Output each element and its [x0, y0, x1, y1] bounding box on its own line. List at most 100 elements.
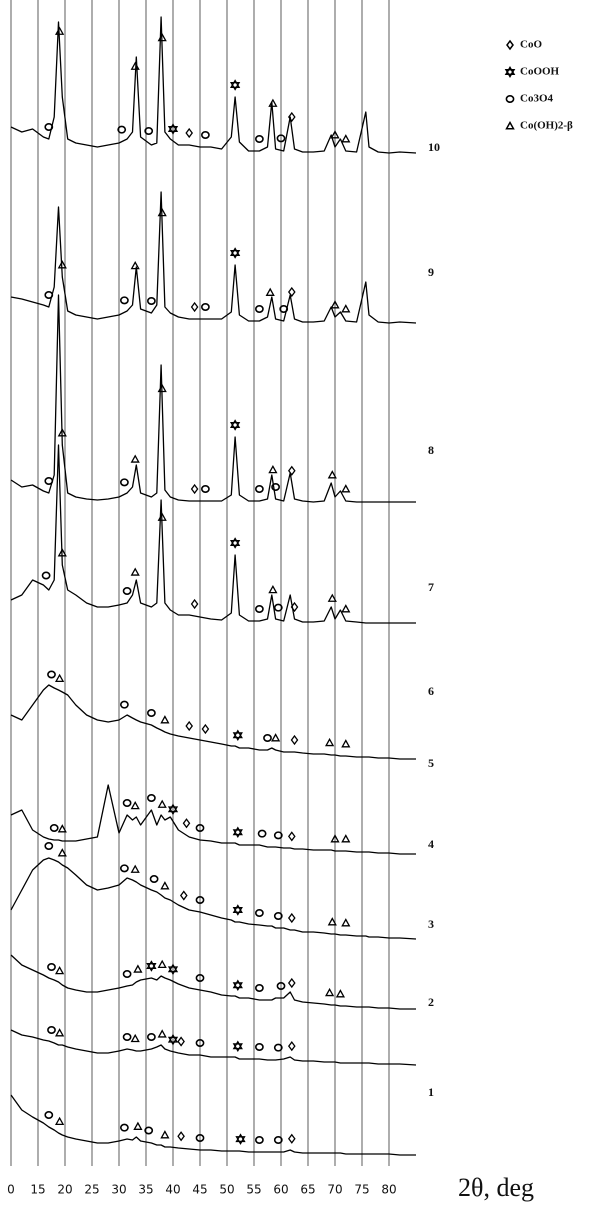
phase-marker [120, 478, 129, 487]
phase-marker [254, 604, 264, 613]
phase-marker [195, 895, 205, 904]
phase-marker [177, 1036, 185, 1047]
phase-marker [146, 960, 157, 972]
trace-label: 2 [428, 995, 434, 1009]
x-tick-label: 75 [354, 1183, 369, 1197]
x-tick-label: 50 [219, 1183, 234, 1197]
phase-marker [271, 482, 280, 491]
trace-label: 3 [428, 917, 434, 931]
phase-marker [232, 826, 243, 839]
x-tick-label: 70 [327, 1183, 342, 1197]
legend-label: Co(OH)2-β [520, 120, 573, 132]
phase-marker [44, 1111, 54, 1120]
phase-marker [130, 801, 140, 810]
diffraction-trace [10, 1029, 417, 1066]
trace-label: 1 [428, 1085, 434, 1099]
phase-marker [254, 908, 264, 917]
diffraction-trace [10, 954, 416, 1010]
phase-marker [254, 135, 264, 144]
phase-marker [130, 1033, 140, 1043]
x-tick-label: 80 [381, 1183, 396, 1197]
phase-marker [146, 1033, 156, 1042]
phase-marker [57, 548, 67, 557]
phase-marker [257, 829, 267, 838]
phase-marker [287, 977, 296, 989]
diffraction-trace [10, 191, 417, 324]
legend-label: CoOOH [520, 66, 560, 78]
phase-marker [157, 959, 167, 969]
phase-marker [235, 1133, 246, 1145]
phase-marker [330, 834, 340, 843]
x-tick-label: 25 [84, 1183, 99, 1197]
phase-marker [254, 1136, 264, 1145]
phase-marker [157, 1029, 167, 1038]
x-tick-label: 20 [57, 1183, 72, 1197]
phase-marker [276, 134, 286, 143]
diffraction-trace [10, 16, 417, 154]
x-tick-label: 35 [138, 1183, 153, 1197]
phase-marker [265, 287, 275, 296]
phase-marker [130, 61, 140, 70]
x-tick-label: 0 [7, 1183, 15, 1197]
phase-marker [290, 601, 299, 613]
phase-marker [195, 1039, 205, 1048]
diffraction-trace [10, 784, 416, 855]
phase-marker [146, 793, 156, 802]
phase-marker [120, 1123, 129, 1132]
phase-marker [120, 296, 129, 305]
phase-marker [54, 26, 65, 35]
phase-marker [341, 918, 351, 927]
phase-marker [232, 904, 243, 916]
phase-marker [44, 123, 54, 132]
phase-marker [167, 123, 179, 135]
trace-label: 4 [428, 837, 434, 851]
phase-marker [229, 79, 241, 91]
trace-label: 6 [428, 684, 434, 698]
phase-marker [190, 301, 199, 313]
phase-marker [49, 823, 59, 832]
phase-marker [122, 586, 132, 595]
phase-marker [133, 1121, 143, 1130]
phase-marker [185, 127, 194, 139]
trace-label: 7 [428, 580, 434, 594]
phase-marker [157, 33, 167, 42]
phase-marker [54, 673, 65, 683]
phase-marker [195, 823, 205, 832]
phase-marker [47, 670, 56, 679]
legend-label: Co3O4 [520, 93, 554, 105]
diffraction-trace [10, 857, 417, 940]
phase-marker [146, 296, 156, 305]
trace-label: 10 [428, 140, 440, 154]
phase-marker [144, 1126, 154, 1135]
x-tick-label: 55 [246, 1183, 261, 1197]
phase-marker [229, 247, 241, 259]
phase-marker [200, 302, 210, 311]
phase-marker [144, 127, 154, 136]
phase-marker [54, 1116, 65, 1126]
phase-marker [290, 734, 299, 746]
phase-marker [47, 1026, 56, 1035]
phase-marker [160, 715, 170, 724]
trace-label: 8 [428, 443, 434, 457]
phase-marker [130, 261, 140, 270]
phase-marker [273, 603, 283, 612]
phase-marker [57, 824, 67, 833]
phase-marker [287, 111, 296, 123]
phase-marker [279, 304, 289, 313]
phase-marker [200, 131, 210, 140]
phase-marker [335, 989, 346, 998]
phase-marker [177, 1131, 185, 1142]
trace-label: 9 [428, 265, 434, 279]
phase-marker [146, 708, 156, 717]
legend-label: CoO [520, 39, 542, 51]
phase-marker [229, 537, 241, 549]
legend-symbol [504, 66, 516, 78]
phase-marker [44, 290, 54, 299]
trace-label: 5 [428, 756, 434, 770]
phase-marker [130, 864, 140, 873]
phase-marker [120, 864, 129, 873]
phase-marker [160, 881, 170, 890]
phase-marker [44, 841, 54, 850]
phase-marker [287, 912, 296, 924]
phase-marker [341, 739, 351, 748]
